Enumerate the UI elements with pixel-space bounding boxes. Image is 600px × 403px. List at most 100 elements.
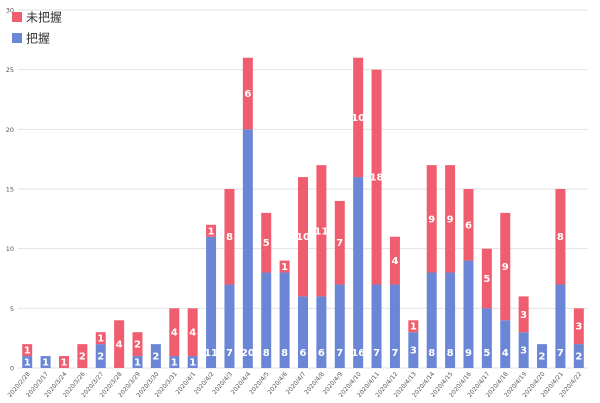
data-label-unknown: 1 <box>60 358 67 369</box>
y-tick-label: 0 <box>10 365 14 373</box>
data-label-unknown: 4 <box>171 328 178 339</box>
bar-unknown <box>187 308 198 357</box>
bar-known <box>573 344 584 368</box>
bar-known <box>389 284 400 368</box>
data-label-unknown: 1 <box>97 334 104 345</box>
bar-unknown <box>242 57 253 130</box>
bar-known <box>187 356 198 368</box>
bar-known <box>169 356 180 368</box>
bar-unknown <box>353 57 364 178</box>
bar-unknown <box>389 236 400 285</box>
data-label-layer: 111 12 21412214141117820685816106117716107… <box>24 89 583 369</box>
bar-unknown <box>500 212 511 321</box>
data-label-known: 8 <box>428 348 435 359</box>
data-label-unknown: 4 <box>391 256 398 267</box>
bar-known <box>408 332 419 368</box>
data-label-known: 20 <box>241 348 255 359</box>
bar-known <box>353 177 364 368</box>
bar-known <box>132 356 143 368</box>
legend-label-known: 把握 <box>26 31 50 46</box>
data-label-known: 7 <box>336 348 343 359</box>
bar-unknown <box>445 165 456 273</box>
legend-swatch-known <box>12 33 22 43</box>
bar-known <box>371 284 382 368</box>
data-label-unknown: 3 <box>575 322 582 333</box>
data-label-known: 8 <box>281 348 288 359</box>
bar-unknown <box>573 308 584 345</box>
bar-unknown <box>22 344 33 357</box>
y-tick-label: 15 <box>6 186 14 194</box>
data-label-known: 1 <box>42 358 49 369</box>
data-label-known: 2 <box>152 352 159 363</box>
bar-unknown <box>481 248 492 309</box>
data-label-unknown: 4 <box>116 340 123 351</box>
data-label-unknown: 2 <box>79 352 86 363</box>
data-label-unknown: 11 <box>314 226 328 237</box>
data-label-known: 4 <box>502 348 509 359</box>
data-label-unknown: 9 <box>502 262 509 273</box>
bar-known <box>537 344 548 368</box>
data-label-unknown: 9 <box>428 214 435 225</box>
data-label-known: 3 <box>410 346 417 357</box>
data-label-unknown: 2 <box>134 340 141 351</box>
data-label-unknown: 18 <box>370 173 384 184</box>
data-label-unknown: 5 <box>483 274 490 285</box>
bar-unknown <box>334 200 345 285</box>
data-label-unknown: 4 <box>189 328 196 339</box>
data-label-known: 6 <box>318 348 325 359</box>
data-label-known: 7 <box>373 348 380 359</box>
x-axis-ticks: 2020/2/282020/3/172020/3/242020/3/262020… <box>7 371 584 399</box>
legend-label-unknown: 未把握 <box>26 10 62 25</box>
bar-known <box>334 284 345 368</box>
bar-known <box>555 284 566 368</box>
legend-swatch-unknown <box>12 12 22 22</box>
bar-unknown <box>279 260 290 273</box>
bar-unknown <box>114 320 125 368</box>
data-label-unknown: 3 <box>520 310 527 321</box>
bar-known <box>463 260 474 368</box>
data-label-unknown: 8 <box>226 232 233 243</box>
bar-unknown <box>261 212 272 273</box>
data-label-known: 2 <box>97 352 104 363</box>
bar-unknown <box>555 189 566 285</box>
data-label-unknown: 7 <box>336 238 343 249</box>
bar-known <box>426 272 437 368</box>
bar-unknown <box>463 189 474 261</box>
y-tick-label: 25 <box>6 66 14 74</box>
bar-unknown <box>58 356 69 368</box>
data-label-unknown: 10 <box>351 113 365 124</box>
data-label-unknown: 1 <box>24 346 31 357</box>
data-label-unknown: 10 <box>296 232 310 243</box>
data-label-unknown: 9 <box>447 214 454 225</box>
data-label-known: 9 <box>465 348 472 359</box>
bar-known <box>22 356 33 368</box>
bar-unknown <box>371 69 382 285</box>
bar-unknown <box>316 165 327 297</box>
data-label-known: 8 <box>447 348 454 359</box>
bar-known <box>316 296 327 368</box>
data-label-known: 7 <box>557 348 564 359</box>
data-label-unknown: 1 <box>281 262 288 273</box>
bar-known <box>242 129 253 368</box>
data-label-known: 7 <box>391 348 398 359</box>
data-label-unknown: 5 <box>263 238 270 249</box>
y-tick-label: 30 <box>6 7 14 15</box>
data-label-known: 6 <box>300 348 307 359</box>
bar-unknown <box>224 189 235 285</box>
data-label-known: 7 <box>226 348 233 359</box>
bar-unknown <box>518 296 529 333</box>
data-label-known: 1 <box>189 358 196 369</box>
legend: 未把握 把握 <box>12 10 62 46</box>
bar-unknown <box>426 165 437 273</box>
bar-unknown <box>206 224 217 237</box>
bar-known <box>518 332 529 368</box>
data-label-known: 3 <box>520 346 527 357</box>
data-label-known: 1 <box>134 358 141 369</box>
data-label-unknown: 6 <box>465 220 472 231</box>
bar-known <box>279 272 290 368</box>
bar-layer <box>22 57 584 368</box>
data-label-known: 11 <box>204 348 218 359</box>
bar-known <box>298 296 308 368</box>
data-label-known: 1 <box>171 358 178 369</box>
